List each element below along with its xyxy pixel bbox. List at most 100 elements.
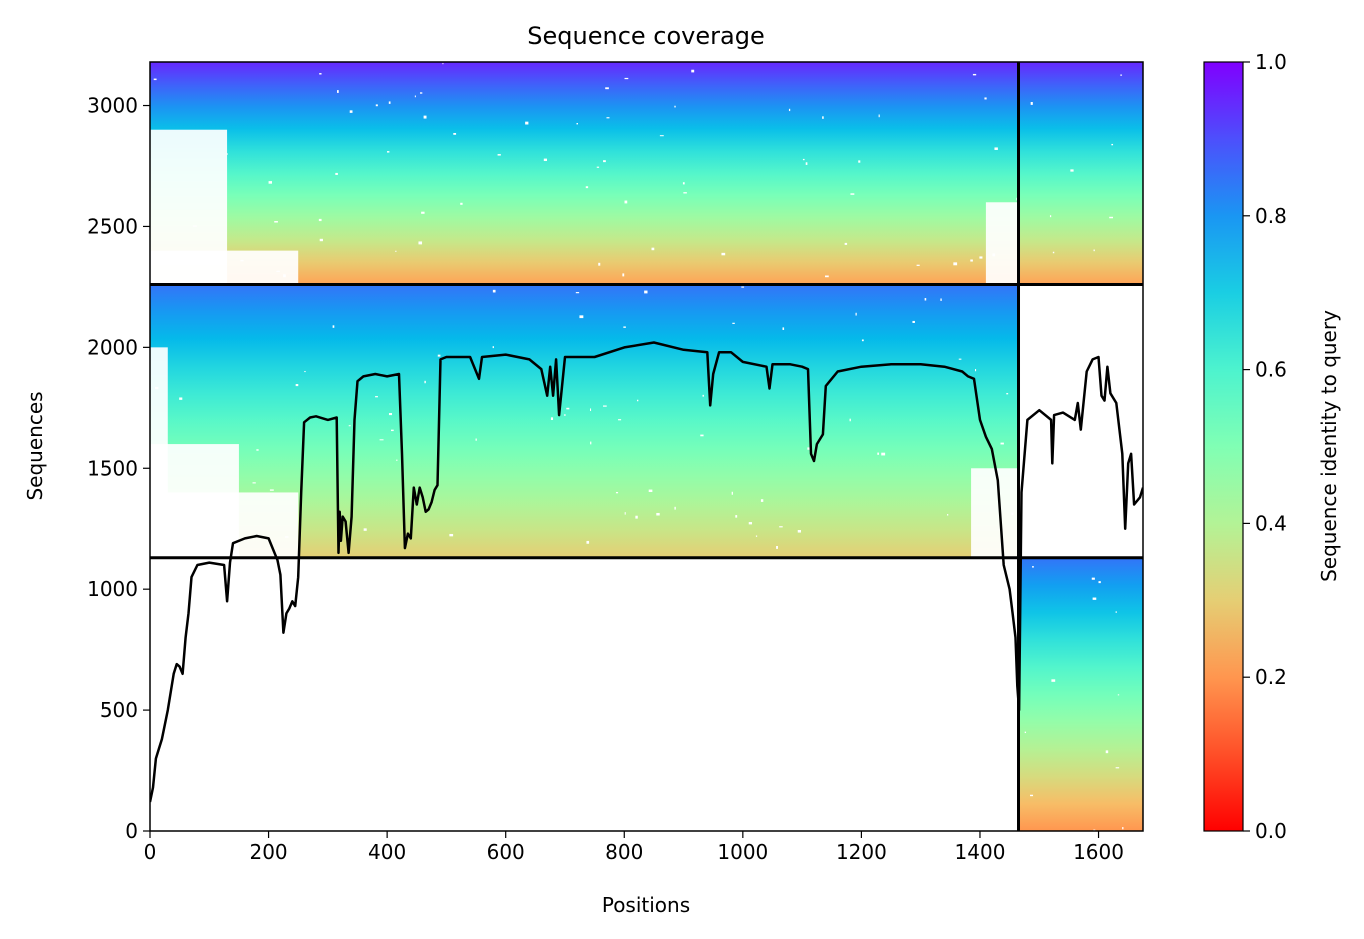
coverage-speck [674, 506, 676, 510]
coverage-speck [819, 603, 823, 606]
coverage-speck [702, 394, 704, 397]
coverage-speck [390, 429, 394, 432]
coverage-speck [318, 218, 322, 222]
colorbar-tick-label: 0.6 [1255, 358, 1287, 382]
x-axis-ticks: 0 200 400 600 800 1000 1200 1400 1600 [144, 831, 1124, 864]
coverage-speck [201, 547, 204, 551]
coverage-speck [525, 121, 529, 125]
colorbar-label: Sequence identity to query [1317, 310, 1341, 582]
coverage-speck [197, 513, 201, 517]
coverage-speck [722, 683, 726, 687]
coverage-speck [805, 162, 808, 165]
coverage-speck [286, 632, 290, 634]
coverage-speck [861, 339, 864, 342]
coverage-speck [974, 693, 977, 696]
coverage-speck [285, 536, 289, 538]
coverage-speck [317, 802, 319, 804]
coverage-speck [636, 399, 639, 402]
coverage-speck [1052, 251, 1055, 254]
coverage-speck [335, 597, 337, 600]
coverage-speck [802, 158, 805, 161]
coverage-speck [371, 561, 374, 564]
coverage-speck [700, 434, 704, 437]
coverage-speck [282, 821, 287, 824]
coverage-speck [240, 259, 244, 262]
coverage-speck [552, 659, 555, 661]
coverage-speck [993, 807, 995, 810]
x-tick-label: 200 [249, 840, 287, 864]
coverage-speck [659, 135, 664, 137]
coverage-speck [930, 616, 934, 620]
coverage-speck [418, 241, 423, 245]
plot-frame [149, 61, 1144, 832]
coverage-speck [267, 684, 270, 687]
coverage-speck [283, 274, 286, 278]
coverage-speck [1115, 611, 1117, 613]
coverage-speck [970, 259, 973, 262]
coverage-speck [256, 449, 259, 451]
coverage-speck [1111, 143, 1114, 146]
coverage-speck [565, 822, 569, 825]
coverage-speck [443, 673, 445, 676]
coverage-speck [478, 809, 480, 813]
coverage-speck [1117, 694, 1120, 696]
coverage-speck [169, 592, 172, 594]
coverage-speck [779, 526, 783, 528]
identity-block-3-right [1018, 62, 1143, 285]
coverage-speck [348, 425, 351, 427]
coverage-speck [953, 262, 958, 266]
coverage-speck [712, 690, 717, 692]
coverage-speck [179, 397, 183, 400]
chart-title: Sequence coverage [527, 22, 764, 50]
coverage-speck [590, 408, 592, 412]
y-tick-label: 0 [125, 819, 138, 843]
coverage-speck [163, 642, 165, 644]
coverage-speck [1092, 597, 1097, 600]
colorbar [1204, 62, 1243, 831]
identity-blocks [150, 62, 1143, 831]
coverage-speck [150, 456, 153, 458]
coverage-speck [174, 712, 178, 715]
coverage-speck [1093, 249, 1095, 252]
coverage-speck [644, 290, 648, 294]
coverage-speck [319, 73, 322, 75]
x-tick-label: 1200 [836, 840, 887, 864]
x-tick-label: 800 [605, 840, 643, 864]
coverage-speck [605, 654, 608, 656]
coverage-speck [748, 522, 753, 525]
colorbar-tick-label: 0.0 [1255, 819, 1287, 843]
coverage-speck [1111, 356, 1114, 359]
coverage-speck [315, 828, 320, 831]
coverage-speck [379, 439, 384, 441]
coverage-speck [628, 823, 631, 827]
coverage-speck [974, 369, 977, 372]
coverage-speck [396, 459, 398, 461]
coverage-speck [252, 482, 256, 484]
coverage-speck [550, 417, 554, 421]
coverage-speck [192, 225, 197, 227]
coverage-speck [174, 566, 178, 569]
coverage-speck [682, 182, 685, 185]
coverage-speck [1049, 215, 1052, 218]
coverage-speck [449, 533, 454, 537]
coverage-speck [622, 273, 625, 277]
coverage-speck [419, 92, 423, 94]
coverage-speck [1037, 393, 1040, 396]
coverage-speck [804, 712, 808, 714]
coverage-speck [635, 515, 638, 519]
coverage-speck [741, 720, 745, 724]
y-tick-label: 3000 [87, 94, 138, 118]
coverage-speck [576, 779, 579, 783]
x-tick-label: 1000 [717, 840, 768, 864]
coverage-speck [587, 772, 592, 776]
coverage-speck [442, 63, 444, 65]
x-tick-label: 1600 [1073, 840, 1124, 864]
coverage-speck [855, 312, 857, 316]
coverage-speck [916, 264, 920, 266]
coverage-speck [231, 720, 233, 723]
coverage-speck [375, 396, 378, 398]
coverage-speck [618, 419, 622, 421]
coverage-speck [1030, 102, 1033, 105]
coverage-speck [1115, 767, 1120, 769]
coverage-speck [707, 603, 711, 607]
